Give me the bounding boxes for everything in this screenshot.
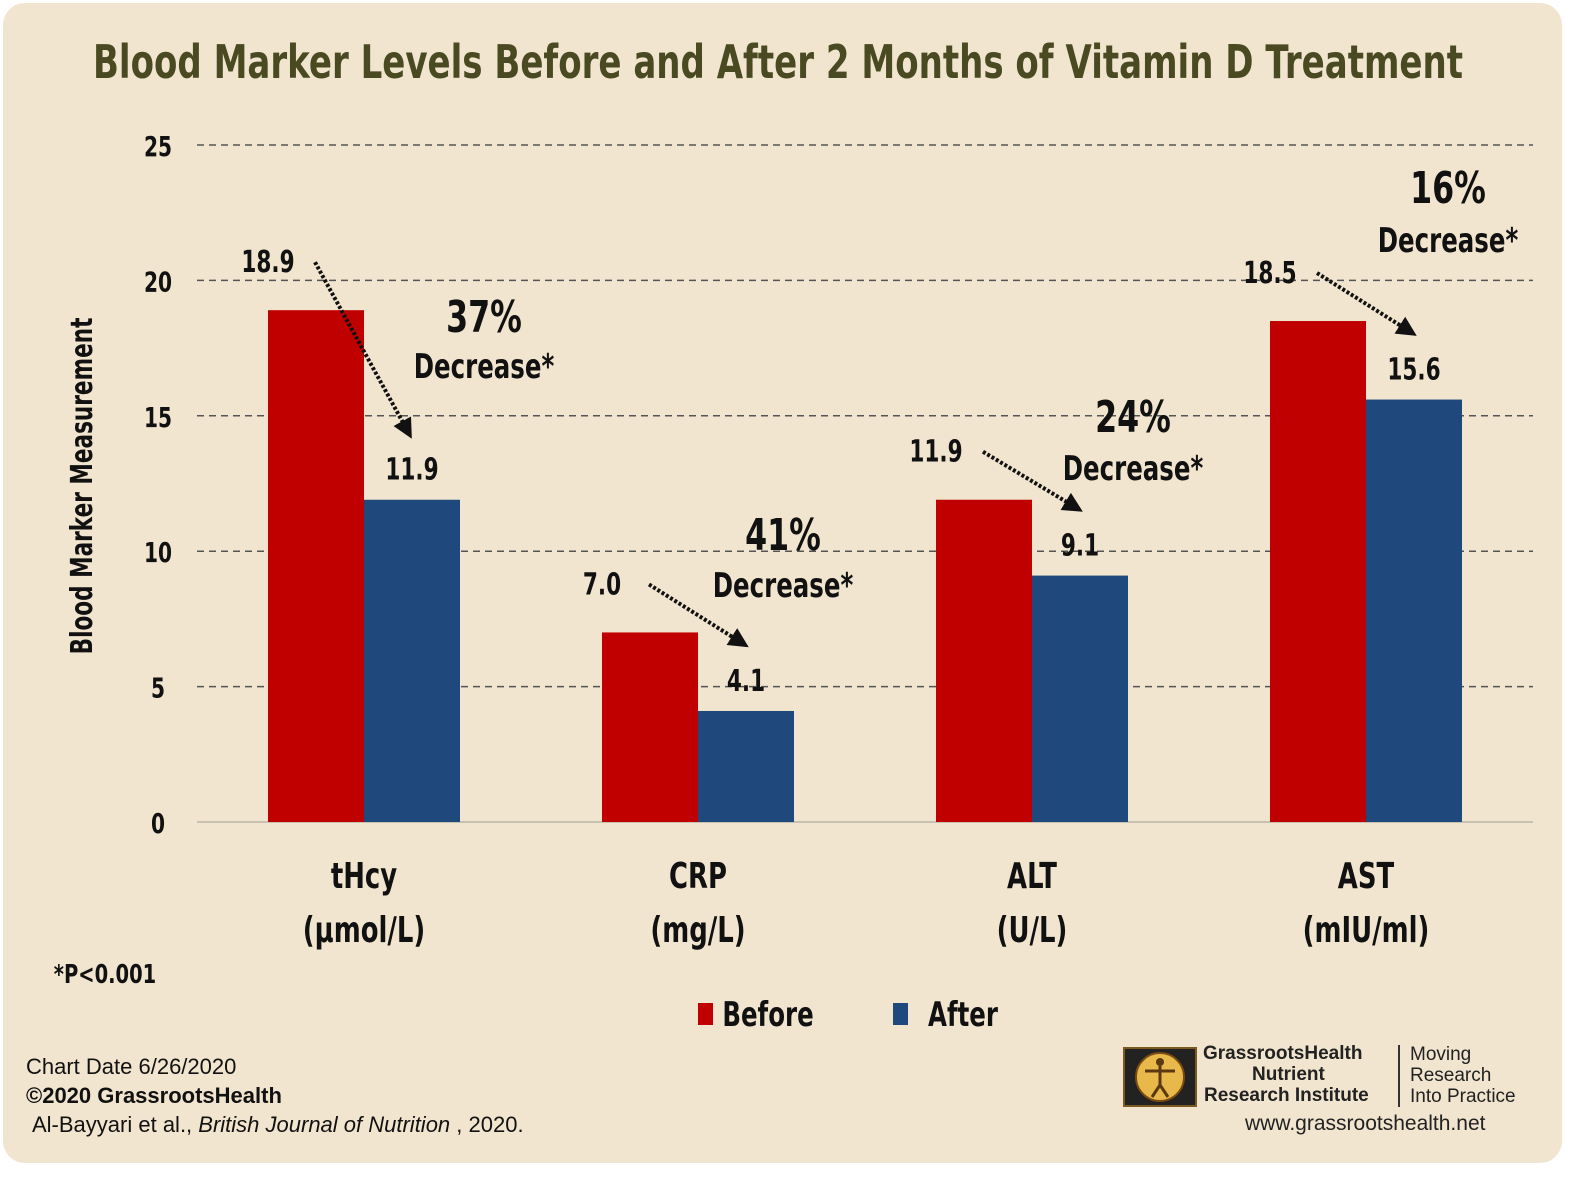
percent-decrease: 37% [446,292,522,344]
data-label-after: 9.1 [1061,529,1099,563]
decrease-label: Decrease* [414,347,555,386]
chart-date: Chart Date 6/26/2020 [26,1054,237,1079]
citation-year: , 2020. [450,1112,524,1137]
website-url: www.grassrootshealth.net [1245,1112,1486,1135]
data-label-before: 7.0 [583,568,621,602]
decrease-label: Decrease* [1378,221,1519,260]
percent-decrease: 24% [1095,392,1171,444]
x-tick-label: ALT [1007,856,1057,897]
x-tick-unit: (mIU/ml) [1303,910,1430,951]
y-tick-label: 10 [144,536,172,569]
x-tick-label: CRP [669,856,727,897]
logo-divider [1398,1045,1400,1107]
data-label-after: 11.9 [385,453,438,487]
bar-after [364,499,460,822]
legend: Before After [698,995,998,1034]
x-tick-label: AST [1338,856,1395,897]
x-tick-label: tHcy [331,856,397,897]
y-tick-label: 0 [151,807,165,840]
x-tick-unit: (U/L) [997,910,1068,951]
data-label-before: 18.5 [1243,257,1296,291]
data-label-after: 4.1 [727,665,765,699]
citation-authors: Al-Bayyari et al., [32,1112,199,1137]
legend-swatch [698,1003,713,1025]
bar-before [1270,321,1366,822]
decrease-arrow [313,261,412,439]
vitruvian-man-icon [1123,1047,1197,1107]
org-name-line3: Research Institute [1204,1085,1369,1106]
citation: Al-Bayyari et al., British Journal of Nu… [32,1112,524,1138]
percent-decrease: 41% [745,510,821,562]
tagline-line1: Moving [1410,1044,1472,1065]
legend-label: Before [722,995,813,1034]
org-name-line2: Nutrient [1252,1064,1325,1085]
citation-journal: British Journal of Nutrition [198,1112,451,1137]
legend-label: After [928,995,998,1034]
y-tick-label: 25 [144,130,172,163]
copyright: ©2020 GrassrootsHealth [26,1083,282,1108]
decrease-label: Decrease* [713,566,854,605]
y-tick-label: 20 [144,265,172,298]
decrease-arrow [647,582,749,648]
p-value-footnote: *P<0.001 [54,960,156,989]
decrease-arrow [1315,271,1417,336]
data-label-before: 11.9 [909,435,962,469]
x-tick-unit: (mg/L) [650,910,745,951]
y-tick-label: 5 [151,671,165,704]
chart-title: Blood Marker Levels Before and After 2 M… [93,35,1463,90]
bar-before [936,499,1032,822]
y-tick-label: 15 [144,400,172,433]
data-label-after: 15.6 [1387,353,1440,387]
decrease-label: Decrease* [1063,449,1204,488]
x-tick-unit: (μmol/L) [303,910,425,951]
bar-before [602,632,698,822]
bar-after [1032,575,1128,822]
bar-after [698,710,794,822]
percent-decrease: 16% [1410,163,1486,215]
tagline-line2: Research [1410,1065,1492,1086]
bar-before [268,310,364,822]
org-name: GrassrootsHealth [1203,1043,1363,1064]
y-axis-label: Blood Marker Measurement [66,318,100,655]
tagline-line3: Into Practice [1410,1086,1516,1107]
decrease-arrow [981,450,1083,512]
data-label-before: 18.9 [241,246,294,280]
bar-after [1366,399,1462,822]
legend-swatch [893,1003,908,1025]
